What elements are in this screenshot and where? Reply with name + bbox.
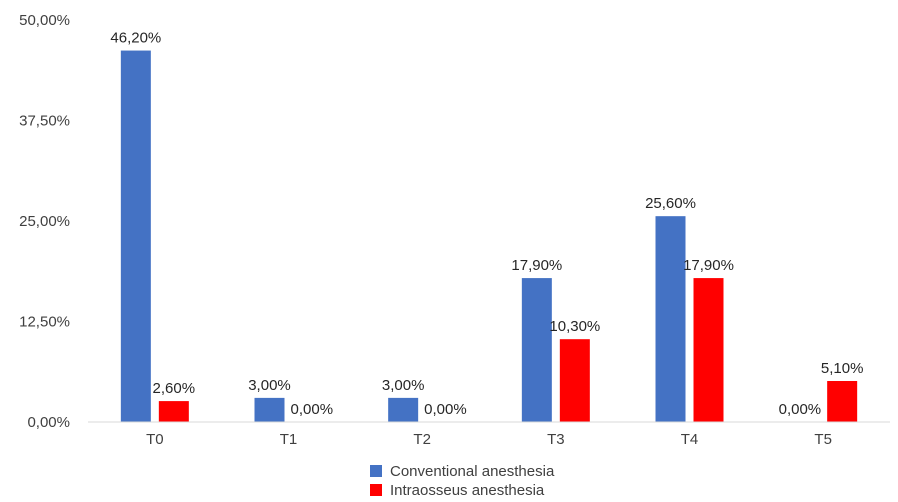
y-axis: 0,00% 12,50% 25,00% 37,50% 50,00% — [19, 12, 70, 431]
legend: Conventional anesthesia Intraosseus anest… — [370, 463, 555, 499]
bar-conventional-t3 — [521, 278, 552, 422]
x-tick-label: T2 — [413, 431, 431, 448]
data-label: 0,00% — [291, 401, 334, 418]
x-tick-label: T4 — [681, 431, 699, 448]
data-labels-group: 46,20%2,60% 3,00%0,00%3,00%0,00%17,90%10,… — [110, 30, 863, 418]
y-tick-label: 25,00% — [19, 213, 70, 230]
bar-intraosseus-t0 — [158, 401, 189, 422]
data-label: 3,00% — [248, 377, 291, 394]
legend-swatch-conventional — [370, 465, 382, 477]
data-label: 0,00% — [779, 401, 822, 418]
bar-intraosseus-t3 — [559, 339, 590, 422]
bar-conventional-t4 — [655, 216, 686, 422]
data-label: 17,90% — [683, 257, 734, 274]
x-tick-label: T5 — [814, 431, 832, 448]
bar-conventional-t0 — [120, 50, 151, 422]
data-label: 17,90% — [511, 257, 562, 274]
bar-conventional-t2 — [388, 397, 419, 422]
x-tick-label: T3 — [547, 431, 565, 448]
legend-label-conventional: Conventional anesthesia — [390, 463, 555, 480]
y-tick-label: 37,50% — [19, 113, 70, 130]
data-label: 25,60% — [645, 195, 696, 212]
legend-swatch-intraosseus — [370, 484, 382, 496]
y-tick-label: 50,00% — [19, 12, 70, 29]
y-tick-label: 0,00% — [27, 414, 70, 431]
y-tick-label: 12,50% — [19, 314, 70, 331]
bar-intraosseus-t5 — [827, 380, 858, 422]
bars-group — [120, 50, 858, 422]
x-tick-label: T1 — [280, 431, 298, 448]
data-label: 46,20% — [110, 30, 161, 47]
bar-conventional-t1 — [254, 397, 285, 422]
data-label: 5,10% — [821, 360, 864, 377]
data-label: 0,00% — [424, 401, 467, 418]
data-label: 2,60% — [153, 380, 196, 397]
data-label: 10,30% — [549, 318, 600, 335]
x-axis: T0 T1 T2 T3 T4 T5 — [146, 431, 832, 448]
x-tick-label: T0 — [146, 431, 164, 448]
data-label: 3,00% — [382, 377, 425, 394]
bar-intraosseus-t4 — [693, 278, 724, 422]
legend-label-intraosseus: Intraosseus anesthesia — [390, 482, 545, 499]
